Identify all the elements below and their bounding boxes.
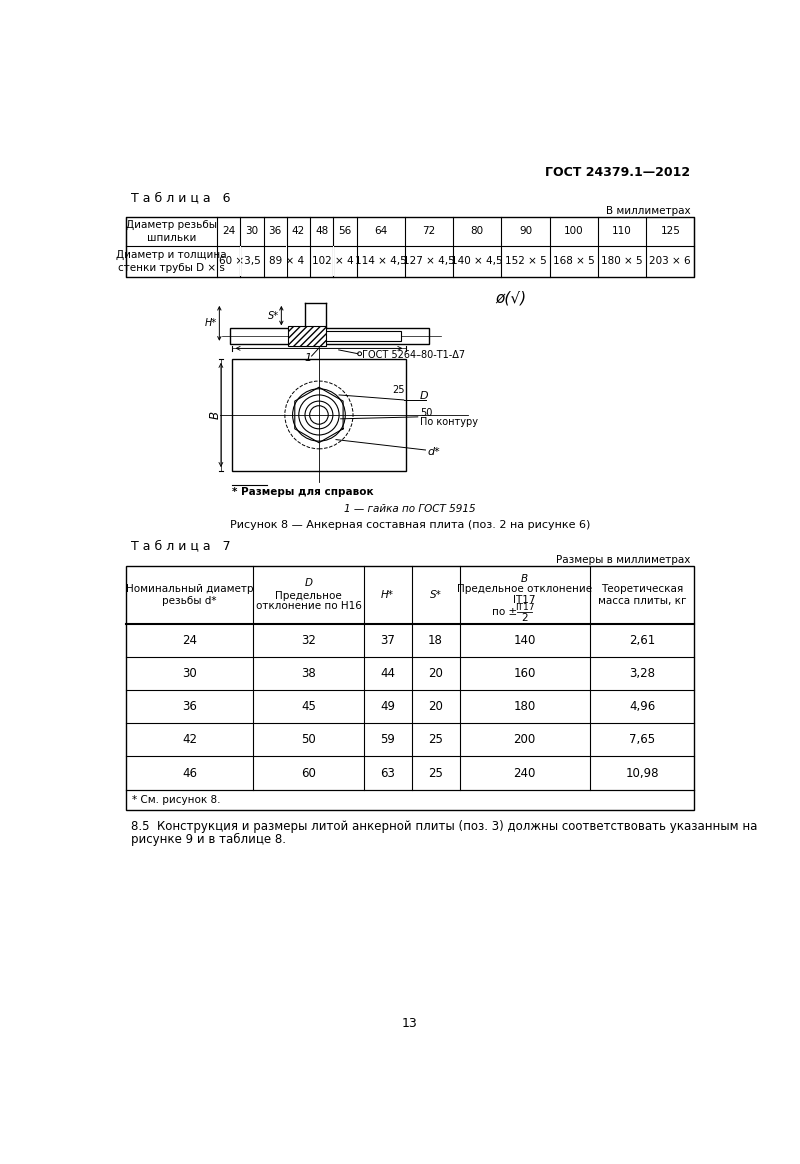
Text: 42: 42 xyxy=(292,226,305,236)
Text: 8.5  Конструкция и размеры литой анкерной плиты (поз. 3) должны соответствовать : 8.5 Конструкция и размеры литой анкерной… xyxy=(131,819,758,833)
Text: 24: 24 xyxy=(222,226,235,236)
Text: 60 ×3,5: 60 ×3,5 xyxy=(219,256,261,267)
Text: 4,96: 4,96 xyxy=(629,701,655,714)
Text: 2: 2 xyxy=(522,613,528,623)
Text: 32: 32 xyxy=(301,634,316,647)
Text: * См. рисунок 8.: * См. рисунок 8. xyxy=(132,795,220,804)
Text: 20: 20 xyxy=(428,667,443,680)
Text: B: B xyxy=(208,411,221,419)
Text: 180: 180 xyxy=(514,701,536,714)
Text: ГОСТ 5264–80-Т1-Δ7: ГОСТ 5264–80-Т1-Δ7 xyxy=(362,350,465,361)
Text: 168 × 5: 168 × 5 xyxy=(553,256,594,267)
Text: 203 × 6: 203 × 6 xyxy=(650,256,691,267)
Bar xyxy=(232,360,406,470)
Text: 49: 49 xyxy=(380,701,395,714)
Bar xyxy=(230,328,430,343)
Text: отклонение по Н16: отклонение по Н16 xyxy=(255,602,362,611)
Text: 89 × 4: 89 × 4 xyxy=(270,256,304,267)
Text: 56: 56 xyxy=(338,226,351,236)
Text: Размеры в миллиметрах: Размеры в миллиметрах xyxy=(556,555,690,565)
Text: 50: 50 xyxy=(301,733,316,746)
Text: 1: 1 xyxy=(304,353,311,363)
Bar xyxy=(126,217,694,277)
Text: 140 × 4,5: 140 × 4,5 xyxy=(451,256,503,267)
Text: D: D xyxy=(419,391,428,402)
Text: 180 × 5: 180 × 5 xyxy=(602,256,643,267)
Text: 36: 36 xyxy=(182,701,197,714)
Text: 30: 30 xyxy=(182,667,197,680)
Text: 10,98: 10,98 xyxy=(626,767,659,780)
Text: 59: 59 xyxy=(380,733,395,746)
Text: 48: 48 xyxy=(315,226,328,236)
Text: 44: 44 xyxy=(380,667,395,680)
Text: 25: 25 xyxy=(428,767,443,780)
Text: IT17: IT17 xyxy=(515,603,534,611)
Text: Диаметр резьбы
шпильки: Диаметр резьбы шпильки xyxy=(126,220,217,242)
Text: ГОСТ 24379.1—2012: ГОСТ 24379.1—2012 xyxy=(546,165,690,178)
Text: 100: 100 xyxy=(564,226,583,236)
Text: H*: H* xyxy=(381,590,394,601)
Text: 24: 24 xyxy=(182,634,197,647)
Text: 80: 80 xyxy=(470,226,484,236)
Text: 36: 36 xyxy=(269,226,282,236)
Bar xyxy=(126,566,694,810)
Text: 25: 25 xyxy=(428,733,443,746)
Text: 37: 37 xyxy=(380,634,395,647)
Text: Теоретическая
масса плиты, кг: Теоретическая масса плиты, кг xyxy=(598,584,686,606)
Text: B: B xyxy=(315,335,323,349)
Text: 110: 110 xyxy=(612,226,632,236)
Text: 90: 90 xyxy=(519,226,532,236)
Text: 60: 60 xyxy=(301,767,316,780)
Text: IT17: IT17 xyxy=(514,595,536,605)
Text: Рисунок 8 — Анкерная составная плита (поз. 2 на рисунке 6): Рисунок 8 — Анкерная составная плита (по… xyxy=(230,519,590,530)
Text: S*: S* xyxy=(430,590,442,601)
Text: 38: 38 xyxy=(301,667,316,680)
Text: 20: 20 xyxy=(428,701,443,714)
Text: 102 × 4: 102 × 4 xyxy=(313,256,354,267)
Text: 114 × 4,5: 114 × 4,5 xyxy=(354,256,406,267)
Text: 160: 160 xyxy=(514,667,536,680)
Text: 140: 140 xyxy=(514,634,536,647)
Text: Предельное отклонение: Предельное отклонение xyxy=(457,584,592,595)
Text: В миллиметрах: В миллиметрах xyxy=(606,206,690,217)
Text: 63: 63 xyxy=(380,767,395,780)
Text: 30: 30 xyxy=(246,226,258,236)
Bar xyxy=(305,332,401,341)
Text: D: D xyxy=(305,579,313,588)
Text: рисунке 9 и в таблице 8.: рисунке 9 и в таблице 8. xyxy=(131,833,286,846)
Text: S*: S* xyxy=(268,311,279,320)
Text: 125: 125 xyxy=(660,226,680,236)
Text: B: B xyxy=(521,574,528,583)
Text: 7,65: 7,65 xyxy=(629,733,655,746)
Text: Номинальный диаметр
резьбы d*: Номинальный диаметр резьбы d* xyxy=(126,584,254,606)
Text: ø(√): ø(√) xyxy=(495,290,526,305)
Text: по ±: по ± xyxy=(492,608,517,617)
Text: 127 × 4,5: 127 × 4,5 xyxy=(403,256,455,267)
Text: 200: 200 xyxy=(514,733,536,746)
Text: 46: 46 xyxy=(182,767,197,780)
Text: 1 — гайка по ГОСТ 5915: 1 — гайка по ГОСТ 5915 xyxy=(344,504,476,514)
Text: 45: 45 xyxy=(301,701,316,714)
Text: Т а б л и ц а   7: Т а б л и ц а 7 xyxy=(131,540,230,553)
Text: 72: 72 xyxy=(422,226,435,236)
Text: 42: 42 xyxy=(182,733,197,746)
Text: 50: 50 xyxy=(420,409,433,418)
Bar xyxy=(287,326,326,346)
Text: 18: 18 xyxy=(428,634,443,647)
Text: d*: d* xyxy=(427,447,440,456)
Text: 3,28: 3,28 xyxy=(629,667,655,680)
Text: 64: 64 xyxy=(374,226,387,236)
Text: * Размеры для справок: * Размеры для справок xyxy=(232,488,374,497)
Text: 152 × 5: 152 × 5 xyxy=(505,256,546,267)
Text: По контуру: По контуру xyxy=(420,417,478,427)
Text: Предельное: Предельное xyxy=(275,590,342,601)
Text: Т а б л и ц а   6: Т а б л и ц а 6 xyxy=(131,191,230,204)
Text: 13: 13 xyxy=(402,1017,418,1030)
Text: Диаметр и толщина
стенки трубы D × s: Диаметр и толщина стенки трубы D × s xyxy=(116,250,226,272)
Text: H*: H* xyxy=(205,318,217,328)
Text: 25: 25 xyxy=(392,385,405,395)
Text: 240: 240 xyxy=(514,767,536,780)
Text: 2,61: 2,61 xyxy=(629,634,655,647)
